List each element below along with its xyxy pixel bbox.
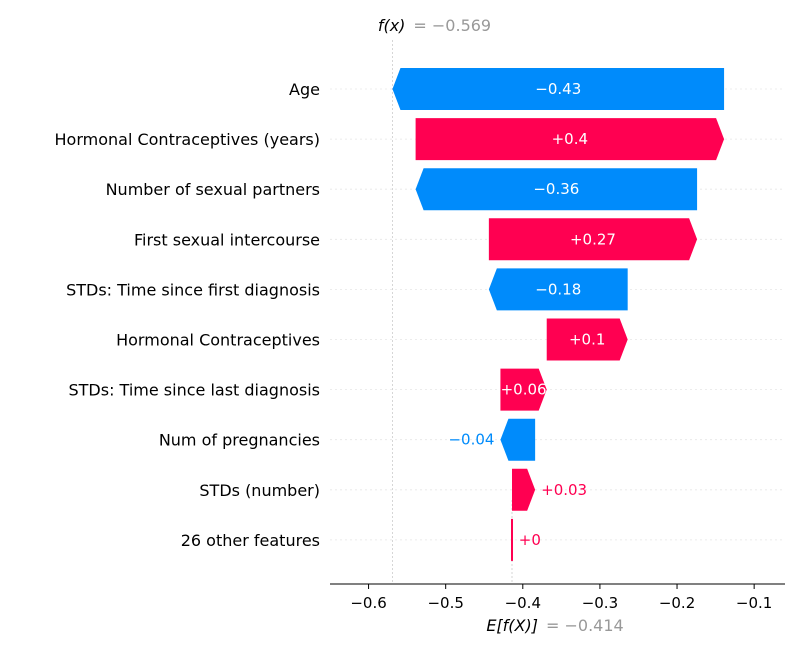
- contribution-bar: [488, 218, 698, 261]
- value-label: −0.36: [533, 180, 579, 198]
- value-label: +0.27: [570, 230, 616, 248]
- x-tick-label: −0.4: [505, 594, 541, 612]
- contribution-bar: [512, 468, 536, 511]
- feature-label: Hormonal Contraceptives (years): [55, 130, 321, 149]
- x-tick-label: −0.5: [427, 594, 463, 612]
- expected-value-header: E[f(X)] = −0.414: [486, 616, 623, 635]
- contribution-bar: [415, 118, 725, 161]
- contribution-bar: [511, 518, 513, 561]
- value-label: +0.4: [552, 130, 588, 148]
- value-label: +0.03: [541, 481, 587, 499]
- feature-label: 26 other features: [181, 531, 320, 550]
- x-tick-label: −0.3: [582, 594, 618, 612]
- contribution-bar: [500, 418, 536, 461]
- feature-label: Num of pregnancies: [159, 431, 320, 450]
- bars: [392, 68, 725, 561]
- fx-header: f(x) = −0.569: [378, 16, 491, 35]
- feature-label: Hormonal Contraceptives: [116, 331, 320, 350]
- ex-symbol: E[f(X)]: [486, 616, 538, 635]
- value-label: −0.04: [448, 431, 494, 449]
- value-label: −0.18: [535, 280, 581, 298]
- feature-label: Number of sexual partners: [106, 180, 320, 199]
- feature-label: STDs (number): [199, 481, 320, 500]
- value-label: −0.43: [535, 80, 581, 98]
- feature-label: First sexual intercourse: [134, 230, 320, 249]
- contribution-bar: [500, 368, 547, 411]
- fx-symbol: f(x): [378, 16, 406, 35]
- feature-labels: Age −0.43 Hormonal Contraceptives (years) +…: [55, 80, 616, 550]
- contribution-bar: [488, 268, 628, 311]
- contribution-bar: [415, 168, 698, 211]
- feature-label: Age: [289, 80, 320, 99]
- value-label: +0.1: [569, 331, 605, 349]
- contribution-bar: [392, 68, 725, 110]
- fx-value: = −0.569: [413, 16, 491, 35]
- x-axis: −0.6 −0.5 −0.4 −0.3 −0.2 −0.1: [330, 583, 785, 612]
- x-tick-label: −0.6: [350, 594, 386, 612]
- contribution-bar: [546, 318, 628, 361]
- x-tick-label: −0.2: [659, 594, 695, 612]
- ex-value: = −0.414: [546, 616, 624, 635]
- value-label: +0: [519, 531, 541, 549]
- feature-label: STDs: Time since first diagnosis: [66, 280, 320, 299]
- value-label: +0.06: [501, 381, 547, 399]
- feature-label: STDs: Time since last diagnosis: [68, 381, 320, 400]
- x-tick-label: −0.1: [736, 594, 772, 612]
